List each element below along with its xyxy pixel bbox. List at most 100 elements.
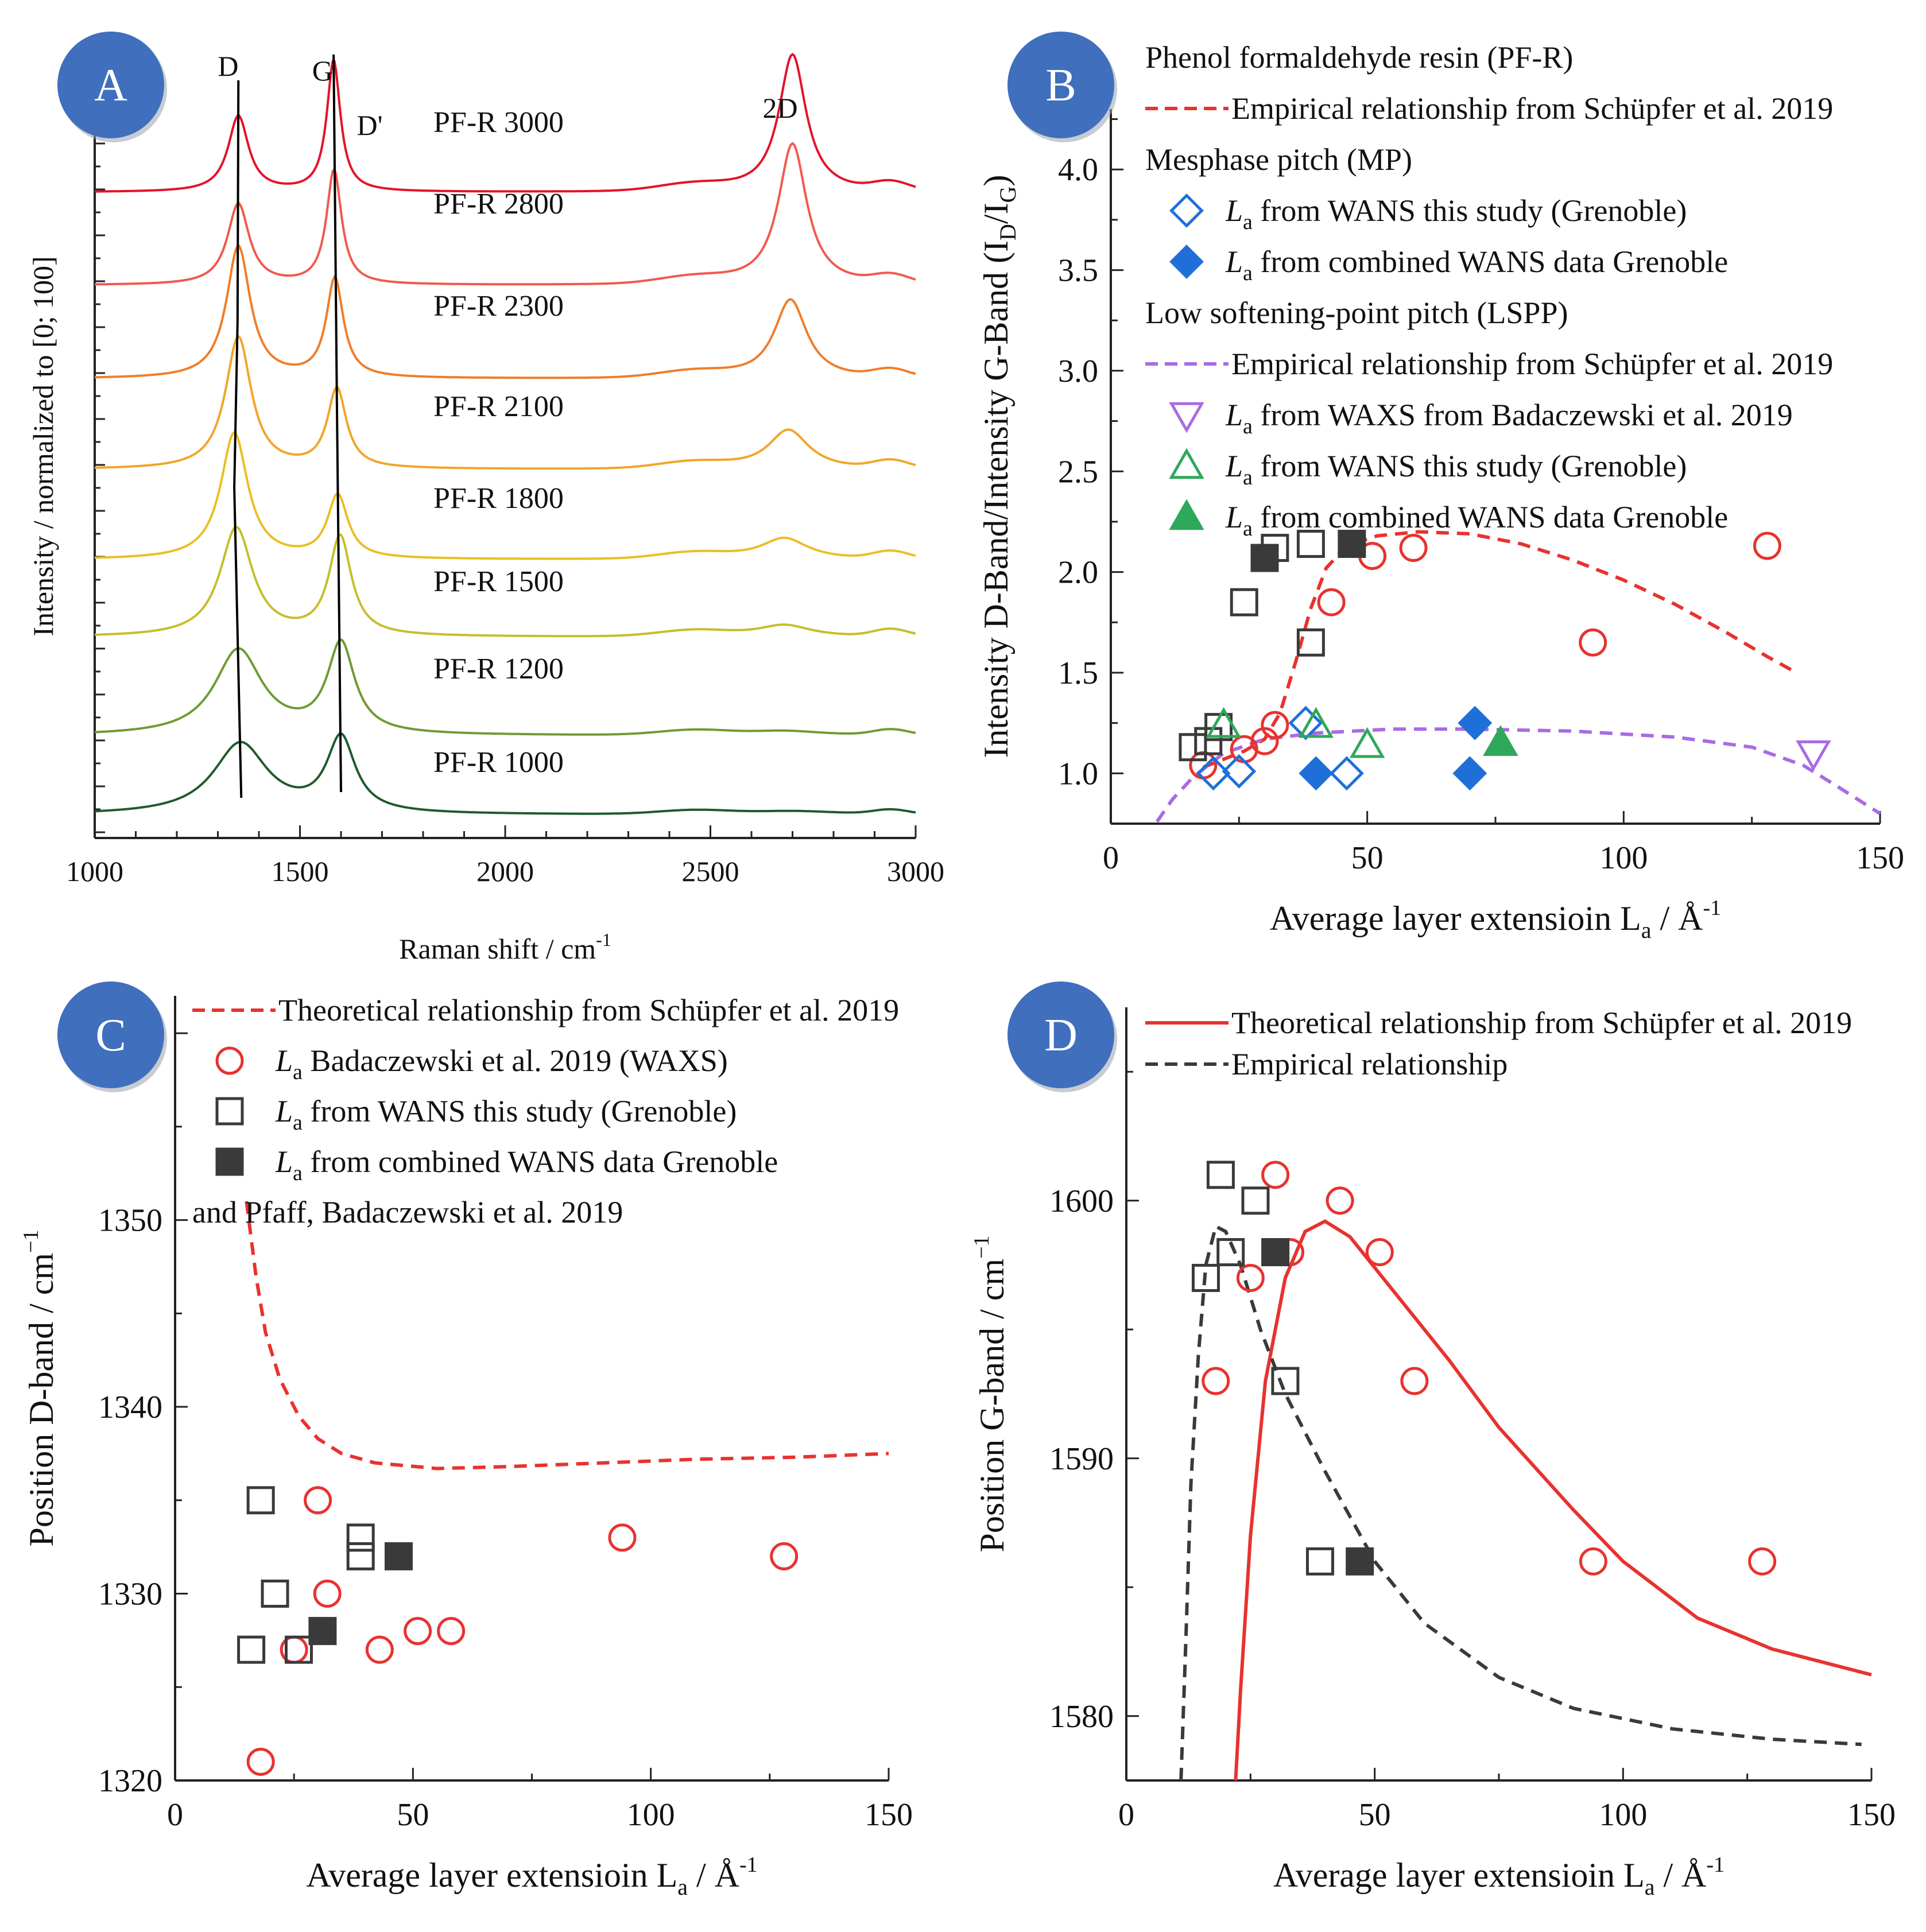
y-axis-label-sub: G <box>995 187 1021 203</box>
legend-sub: a <box>293 1161 303 1185</box>
legend-text-rest: from WANS this study (Grenoble) <box>1253 193 1687 228</box>
data-point <box>1452 756 1487 791</box>
y-tick-label: 1600 <box>1049 1184 1114 1219</box>
data-point <box>1753 532 1781 560</box>
band-label-g: G <box>312 55 333 87</box>
data-point <box>365 1635 394 1664</box>
data-point <box>246 1747 275 1776</box>
data-point <box>1296 628 1325 657</box>
x-tick-label: 100 <box>1599 1797 1647 1833</box>
badge-letter: D <box>1044 1010 1078 1061</box>
x-axis-label-unit: / Å <box>1652 899 1703 937</box>
data-point <box>237 1635 266 1664</box>
y-tick-label: 2.5 <box>1058 454 1098 490</box>
legend-text: La from combined WANS data Grenoble <box>1225 245 1728 285</box>
badge-circle <box>1007 32 1114 138</box>
data-point <box>1241 1186 1270 1215</box>
g-band-guide-line <box>332 54 342 793</box>
data-point <box>1261 711 1289 739</box>
legend-text-rest: from combined WANS data Grenoble <box>1253 245 1728 279</box>
legend-text: La from combined WANS data Grenoble <box>1225 500 1728 541</box>
x-axis-label-sub: a <box>1641 917 1652 943</box>
legend-text-rest: from combined WANS data Grenoble <box>1253 500 1728 534</box>
curve-line <box>1202 530 1794 769</box>
data-point <box>1288 705 1323 740</box>
legend-marker-swatch <box>1169 402 1204 433</box>
x-axis-label: Average layer extensioin La / Å-1 <box>1273 1853 1725 1900</box>
panel-badge: C <box>57 981 167 1092</box>
x-axis-label: Average layer extensioin La / Å-1 <box>1270 896 1721 943</box>
legend-text: La Badaczewski et al. 2019 (WAXS) <box>275 1043 728 1084</box>
legend-heading: Mesphase pitch (MP) <box>1145 142 1412 177</box>
legend: Theoretical relationship from Schüpfer e… <box>192 993 899 1229</box>
x-axis-label-sub: a <box>677 1874 688 1900</box>
data-point <box>1250 544 1279 572</box>
data-point <box>1346 1547 1374 1576</box>
spectrum-line <box>95 335 916 470</box>
x-tick-label: 2500 <box>682 855 739 887</box>
legend-text: Theoretical relationship from Schüpfer e… <box>1231 1006 1852 1040</box>
data-point <box>1202 1367 1230 1395</box>
x-tick-label: 100 <box>1599 840 1648 876</box>
legend-marker-swatch <box>1169 245 1204 279</box>
data-point <box>1748 1547 1777 1576</box>
x-tick-label: 0 <box>1103 840 1119 876</box>
y-axis-label-sub: D <box>995 224 1021 240</box>
legend-text-rest: from combined WANS data Grenoble <box>303 1145 778 1179</box>
series-label: PF-R 3000 <box>433 106 564 139</box>
x-tick-label: 0 <box>1118 1797 1134 1833</box>
legend-text-rest: from WANS this study (Grenoble) <box>1253 449 1687 483</box>
legend: Phenol formaldehyde resin (PF-R) Empirica… <box>1145 40 1833 541</box>
y-tick-label: 3.5 <box>1058 253 1098 289</box>
plot-area <box>1155 530 1881 823</box>
badge-letter: B <box>1045 60 1076 111</box>
badge-circle <box>57 32 164 138</box>
x-tick-label: 150 <box>865 1797 913 1833</box>
legend-sub: a <box>293 1060 303 1084</box>
data-point <box>1216 1238 1245 1267</box>
x-tick-label: 0 <box>167 1797 183 1833</box>
band-label-d: D <box>218 50 238 82</box>
y-tick-label: 2.0 <box>1058 555 1098 591</box>
y-tick-label: 1350 <box>98 1203 162 1239</box>
legend-text-rest: from WAXS from Badaczewski et al. 2019 <box>1253 398 1793 432</box>
legend-text-rest: Badaczewski et al. 2019 (WAXS) <box>303 1043 728 1078</box>
y-tick-label: 1330 <box>98 1577 162 1612</box>
x-axis-label: Average layer extensioin La / Å-1 <box>306 1853 757 1900</box>
spectrum-line <box>95 53 916 193</box>
data-point <box>770 1542 799 1570</box>
panel-badge: B <box>1007 32 1117 142</box>
data-point <box>404 1617 432 1646</box>
series-label: PF-R 2100 <box>433 390 564 423</box>
legend-text: Empirical relationship from Schüpfer et … <box>1231 91 1833 126</box>
legend-marker-swatch <box>1169 448 1204 479</box>
y-axis-label: Position G-band / cm−1 <box>970 1235 1011 1552</box>
curve-line <box>245 1201 889 1471</box>
plot-area <box>237 1201 889 1776</box>
data-point <box>1399 534 1428 562</box>
data-point <box>1261 1238 1290 1267</box>
x-tick-label: 150 <box>1847 1797 1896 1833</box>
y-tick-label: 1.5 <box>1058 655 1098 691</box>
legend-marker-swatch <box>1169 193 1204 228</box>
panel-d: 0 50 100 150 1580 1590 1600 Average layer exten… <box>970 981 1896 1900</box>
data-point <box>1299 756 1334 791</box>
data-point <box>246 1486 275 1515</box>
series-label: PF-R 1200 <box>433 653 564 685</box>
data-point <box>284 1635 313 1664</box>
badge-letter: A <box>94 60 127 111</box>
curve-line <box>1179 1224 1862 1780</box>
legend-text: La from combined WANS data Grenoble <box>275 1145 778 1185</box>
data-point <box>608 1523 637 1552</box>
data-point <box>1261 1161 1290 1189</box>
legend-text-rest: from WANS this study (Grenoble) <box>303 1094 737 1128</box>
y-tick-label: 1320 <box>98 1763 162 1799</box>
panel-c: 05010015013201330134013501360Average lay… <box>19 981 913 1900</box>
data-point <box>1579 628 1607 657</box>
data-point <box>1271 1367 1300 1395</box>
data-point <box>384 1542 413 1570</box>
y-axis-label: Intensity D-Band/Intensity G-Band (ID/IG… <box>977 175 1021 758</box>
data-point <box>304 1486 332 1515</box>
series-label: PF-R 2800 <box>433 188 564 220</box>
